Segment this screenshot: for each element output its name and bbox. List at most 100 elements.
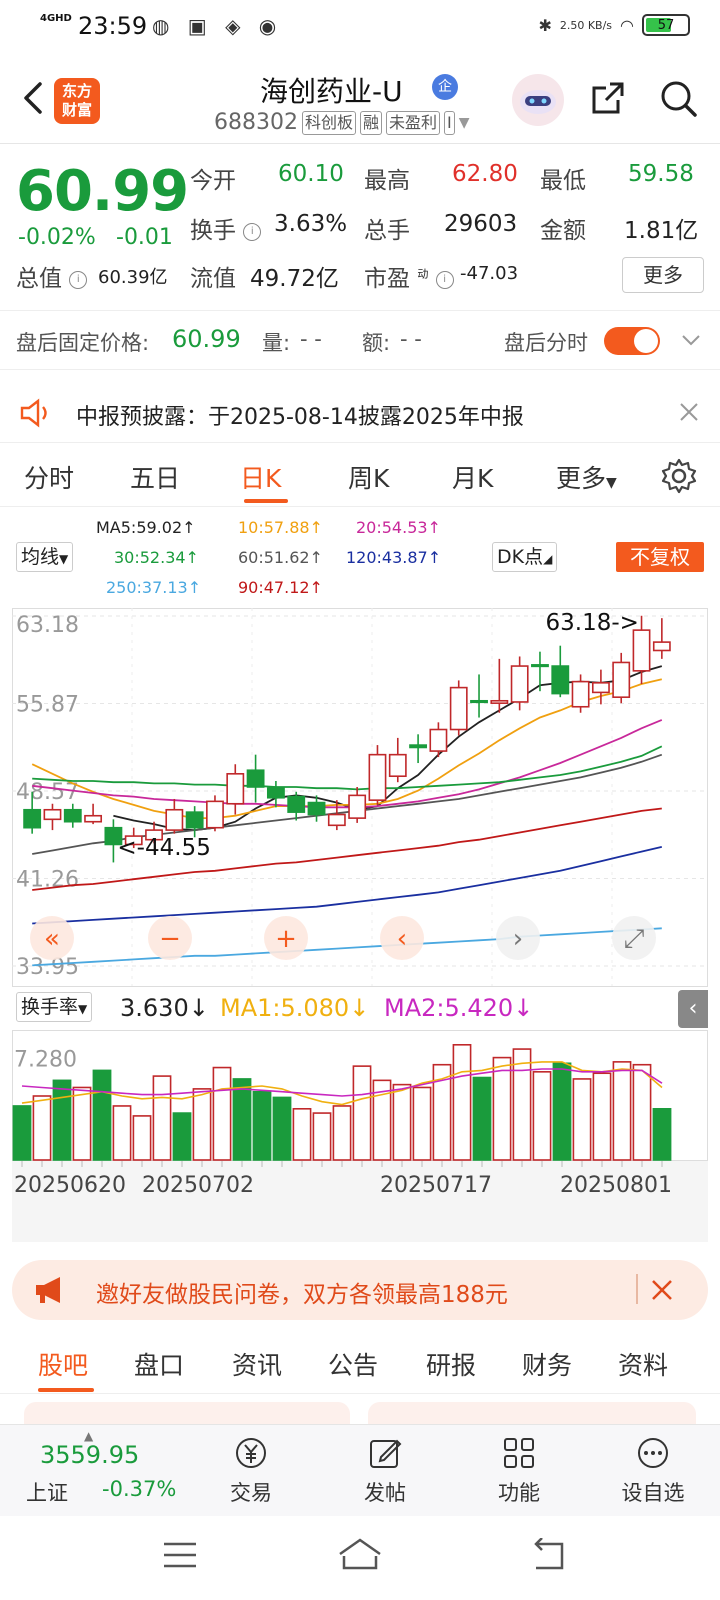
chart-control-0[interactable]: « [44,924,60,954]
candle-body [368,753,387,801]
turnover-ma2: MA2:5.420↓ [384,994,534,1022]
menu-icon[interactable] [162,1538,198,1572]
close-icon[interactable] [678,401,700,423]
ma-text: 90:47.12↑ [238,578,323,597]
turnover-legend: 换手率▼ 3.630↓ MA1:5.080↓ MA2:5.420↓ ‹ [12,990,720,1028]
volume-bar [272,1096,292,1161]
volume-bar [652,1108,672,1161]
notice-bar[interactable]: 中报预披露：于2025-08-14披露2025年中报 [0,385,720,443]
tab-timeshare[interactable]: 分时 [24,464,75,493]
tab-research[interactable]: 研报 [426,1351,477,1380]
ma-line-ma30 [32,745,663,791]
chart-control-bg [380,916,424,960]
adjust-button[interactable]: 不复权 [616,542,704,572]
tab-orderbook[interactable]: 盘口 [134,1351,185,1380]
turnover-chart[interactable]: 7.280 20250620 20250702 20250717 20250801 [12,1030,708,1242]
indicator-selector[interactable]: 换手率▼ [16,992,93,1022]
add-watchlist-button[interactable]: 设自选 [608,1435,698,1507]
after-hours-toggle[interactable] [604,327,660,355]
megaphone-icon [36,1277,60,1303]
index-ticker[interactable]: ▲ 3559.95 上证 -0.37% [0,1425,200,1517]
index-change: -0.37% [102,1477,177,1501]
grid-icon [504,1438,534,1468]
post-button[interactable]: 发帖 [340,1435,430,1507]
tab-news[interactable]: 资讯 [232,1351,283,1380]
app-logo[interactable]: 东方 财富 [54,78,100,124]
chevron-left-icon[interactable] [14,78,54,118]
y-tick-label: 48.57 [16,780,79,805]
home-icon[interactable] [336,1536,384,1572]
info-icon[interactable]: i [243,222,262,241]
after-amt-value: - - [400,327,422,351]
tab-profile[interactable]: 资料 [618,1351,669,1380]
trade-button[interactable]: 交易 [206,1435,296,1507]
chevron-down-icon: ▼ [458,114,470,131]
candle-body [571,680,590,708]
candle-body [145,829,163,841]
notification-icons: ◍ ▣ ◈ ◉ [152,14,283,38]
gear-icon[interactable] [660,457,698,495]
ma-text: 250:37.13↑ [106,578,202,597]
ma-line-ma20 [32,719,663,809]
tab-finance[interactable]: 财务 [522,1351,573,1380]
candle-body [226,773,245,805]
volume-bar [592,1072,612,1161]
chart-control-5[interactable]: ⤢ [624,924,645,954]
volume-bar [472,1076,492,1161]
x-tick-label: 20250702 [142,1173,254,1198]
tab-announcements[interactable]: 公告 [328,1351,379,1380]
candle-body [307,801,326,816]
volume-y-tick: 7.280 [14,1047,77,1072]
tab-weekly-k[interactable]: 周K [348,464,390,493]
stock-header: 东方 财富 海创药业-U 企 688302 科创板 融 未盈利 I ▼ [0,52,720,144]
volume-ma1-line [21,1061,663,1106]
stock-title: 海创药业-U [260,75,403,108]
tab-monthly-k[interactable]: 月K [452,464,494,493]
chart-control-1[interactable]: − [159,924,181,954]
stock-code-line[interactable]: 688302 科创板 融 未盈利 I ▼ [214,110,470,135]
ma-selector[interactable]: 均线▼ [16,542,74,572]
tab-forum[interactable]: 股吧 [38,1351,89,1380]
volume-bar [332,1105,352,1161]
index-value: 3559.95 [40,1441,140,1469]
candle-body [23,808,42,829]
search-icon[interactable] [658,78,698,118]
collapse-panel-button[interactable]: ‹ [678,990,708,1028]
bottom-toolbar: ▲ 3559.95 上证 -0.37% 交易 发帖 功能 设自选 [0,1424,720,1516]
close-icon[interactable] [650,1278,674,1302]
y-tick-label: 55.87 [16,693,79,718]
chevron-down-icon[interactable] [680,329,702,351]
y-tick-label: 63.18 [16,613,79,638]
turnover-value: 3.63% [274,211,348,237]
open-label: 今开 [190,168,236,194]
ma-item: 250:37.13↑ [106,578,201,597]
volume-bar [372,1079,392,1161]
candlestick-chart[interactable]: 63.1855.8748.5741.2633.9563.18-><-44.55«… [12,608,708,988]
candle-body [206,800,224,829]
chart-control-3[interactable]: ‹ [397,924,407,954]
tab-more[interactable]: 更多▼ [556,464,617,493]
tab-daily-k[interactable]: 日K [240,464,282,493]
floatcap-label: 流值 [190,266,236,292]
tab-five-day[interactable]: 五日 [130,464,181,493]
promo-banner[interactable]: 邀好友做股民问卷，双方各领最高188元 [12,1260,708,1320]
chart-control-2[interactable]: + [275,924,297,954]
info-icon[interactable]: i [435,270,454,289]
volume-bar [552,1062,572,1161]
assistant-avatar[interactable] [512,74,564,126]
turnover-label: 换手 [190,218,236,244]
dk-point-button[interactable]: DK点◢ [492,542,558,572]
candle-body [551,665,570,695]
after-vol-label: 量: [262,331,291,355]
share-icon[interactable] [588,78,628,118]
chart-control-bg [30,916,74,960]
change-percent: -0.02% [18,225,96,250]
chart-control-4[interactable]: › [513,924,523,954]
info-icon[interactable]: i [69,270,88,289]
candle-body [287,795,306,813]
back-nav-icon[interactable] [528,1538,568,1572]
features-button[interactable]: 功能 [474,1435,564,1507]
more-button[interactable]: 更多 [622,257,704,293]
low-value: 59.58 [628,161,694,187]
ma-line-ma120 [32,846,663,925]
